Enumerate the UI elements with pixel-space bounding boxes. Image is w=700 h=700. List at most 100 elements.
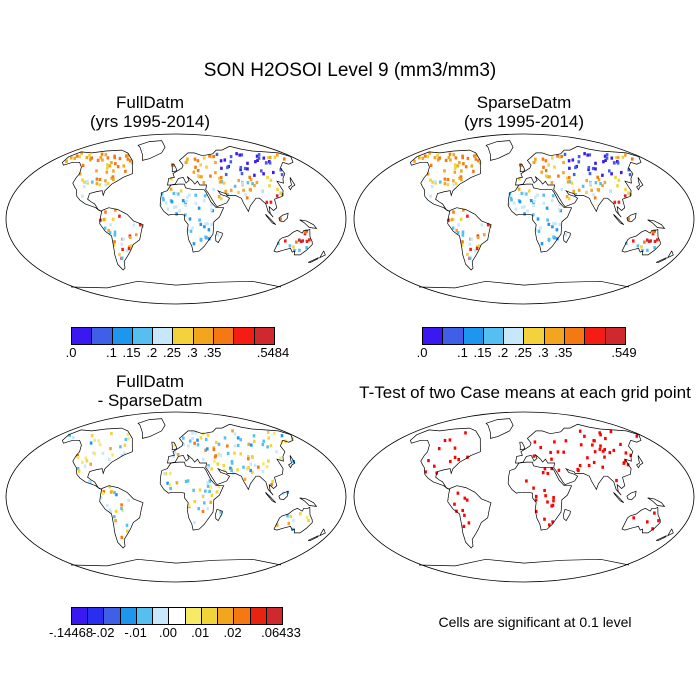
- grid-cell: [126, 157, 130, 161]
- grid-cell: [243, 166, 247, 171]
- grid-cell: [533, 440, 537, 444]
- grid-cell: [552, 235, 555, 239]
- grid-cell: [523, 212, 526, 216]
- grid-cell: [533, 199, 536, 204]
- grid-cell: [192, 242, 196, 246]
- grid-cell: [88, 153, 91, 157]
- grid-cell: [623, 194, 627, 198]
- grid-cell: [534, 509, 538, 514]
- grid-cell: [261, 443, 265, 447]
- grid-cell: [537, 229, 541, 233]
- grid-cell: [431, 185, 434, 189]
- grid-cell: [204, 489, 207, 493]
- grid-cell: [268, 184, 271, 188]
- grid-cell: [175, 481, 179, 485]
- significance-note: Cells are significant at 0.1 level: [438, 614, 632, 630]
- grid-cell: [191, 226, 194, 230]
- grid-cell: [122, 237, 125, 241]
- grid-cell: [206, 466, 210, 470]
- colorbar-swatch: [104, 608, 121, 624]
- grid-cell: [123, 451, 126, 455]
- grid-cell: [423, 154, 427, 158]
- grid-cell: [562, 450, 565, 454]
- grid-cell: [173, 450, 177, 454]
- colorbar-tick-label: .15: [122, 345, 141, 360]
- grid-cell: [114, 509, 118, 513]
- coastline-borneo: [626, 490, 637, 501]
- grid-cell: [585, 178, 588, 183]
- grid-cell: [468, 256, 472, 260]
- grid-cell: [114, 519, 117, 523]
- grid-cell: [252, 434, 256, 438]
- grid-cell: [277, 241, 280, 245]
- panel-title-line2: (yrs 1995-2014): [463, 112, 584, 131]
- grid-cell: [517, 187, 521, 191]
- grid-cell: [115, 493, 118, 497]
- grid-cell: [525, 192, 528, 196]
- colorbar-swatch: [544, 328, 566, 344]
- grid-cell: [196, 438, 199, 442]
- grid-cell: [197, 174, 200, 178]
- grid-cell: [429, 163, 433, 167]
- grid-cell: [230, 461, 234, 465]
- grid-cell: [104, 210, 107, 214]
- grid-cell: [510, 198, 513, 202]
- colorbar-swatch: [234, 608, 251, 624]
- grid-cell: [542, 193, 545, 197]
- grid-cell: [520, 205, 524, 209]
- grid-cell: [245, 467, 249, 471]
- grid-cell: [229, 188, 233, 192]
- grid-cell: [546, 500, 549, 504]
- coastline-nz2: [655, 257, 667, 263]
- coastline-borneo: [278, 490, 289, 501]
- grid-cell: [233, 444, 237, 448]
- grid-cell: [247, 466, 250, 470]
- grid-cell: [97, 439, 100, 443]
- grid-cell: [113, 230, 117, 234]
- grid-cell: [613, 200, 617, 204]
- grid-cell: [203, 156, 206, 160]
- grid-cell: [226, 451, 230, 456]
- grid-cell: [210, 155, 213, 159]
- grid-cell: [89, 462, 92, 466]
- grid-cell: [107, 458, 111, 462]
- grid-cell: [113, 515, 116, 519]
- grid-cell: [108, 508, 112, 512]
- grid-cell: [299, 512, 302, 516]
- grid-cell: [203, 225, 206, 229]
- grid-cell: [191, 437, 194, 441]
- grid-cell: [77, 469, 81, 473]
- grid-cell: [429, 178, 432, 182]
- grid-cell: [214, 160, 217, 165]
- grid-cell: [223, 158, 227, 162]
- colorbar-tick-label: .35: [203, 345, 222, 360]
- grid-cell: [212, 187, 215, 192]
- grid-cell: [453, 170, 457, 174]
- grid-cell: [301, 239, 304, 243]
- coastline-nz2: [655, 535, 667, 541]
- coastline-greenland: [137, 140, 166, 161]
- grid-cell: [85, 179, 89, 184]
- grid-cell: [543, 467, 547, 471]
- grid-cell: [109, 490, 113, 494]
- grid-cell: [435, 471, 438, 475]
- grid-cell: [564, 233, 568, 237]
- grid-cell: [437, 158, 440, 162]
- grid-cell: [627, 217, 630, 221]
- colorbar-swatch: [483, 328, 505, 344]
- grid-cell: [255, 154, 259, 158]
- grid-cell: [201, 509, 205, 514]
- grid-cell: [453, 166, 457, 170]
- grid-cell: [93, 438, 96, 442]
- grid-cell: [617, 200, 621, 204]
- grid-cell: [105, 170, 109, 174]
- grid-cell: [262, 172, 265, 176]
- grid-cell: [594, 167, 597, 171]
- colorbar-swatch: [585, 328, 606, 344]
- grid-cell: [83, 185, 86, 189]
- colorbar-difference: [71, 607, 283, 625]
- grid-cell: [249, 178, 253, 182]
- grid-cell: [111, 175, 115, 179]
- grid-cell: [431, 180, 434, 184]
- grid-cell: [413, 159, 416, 163]
